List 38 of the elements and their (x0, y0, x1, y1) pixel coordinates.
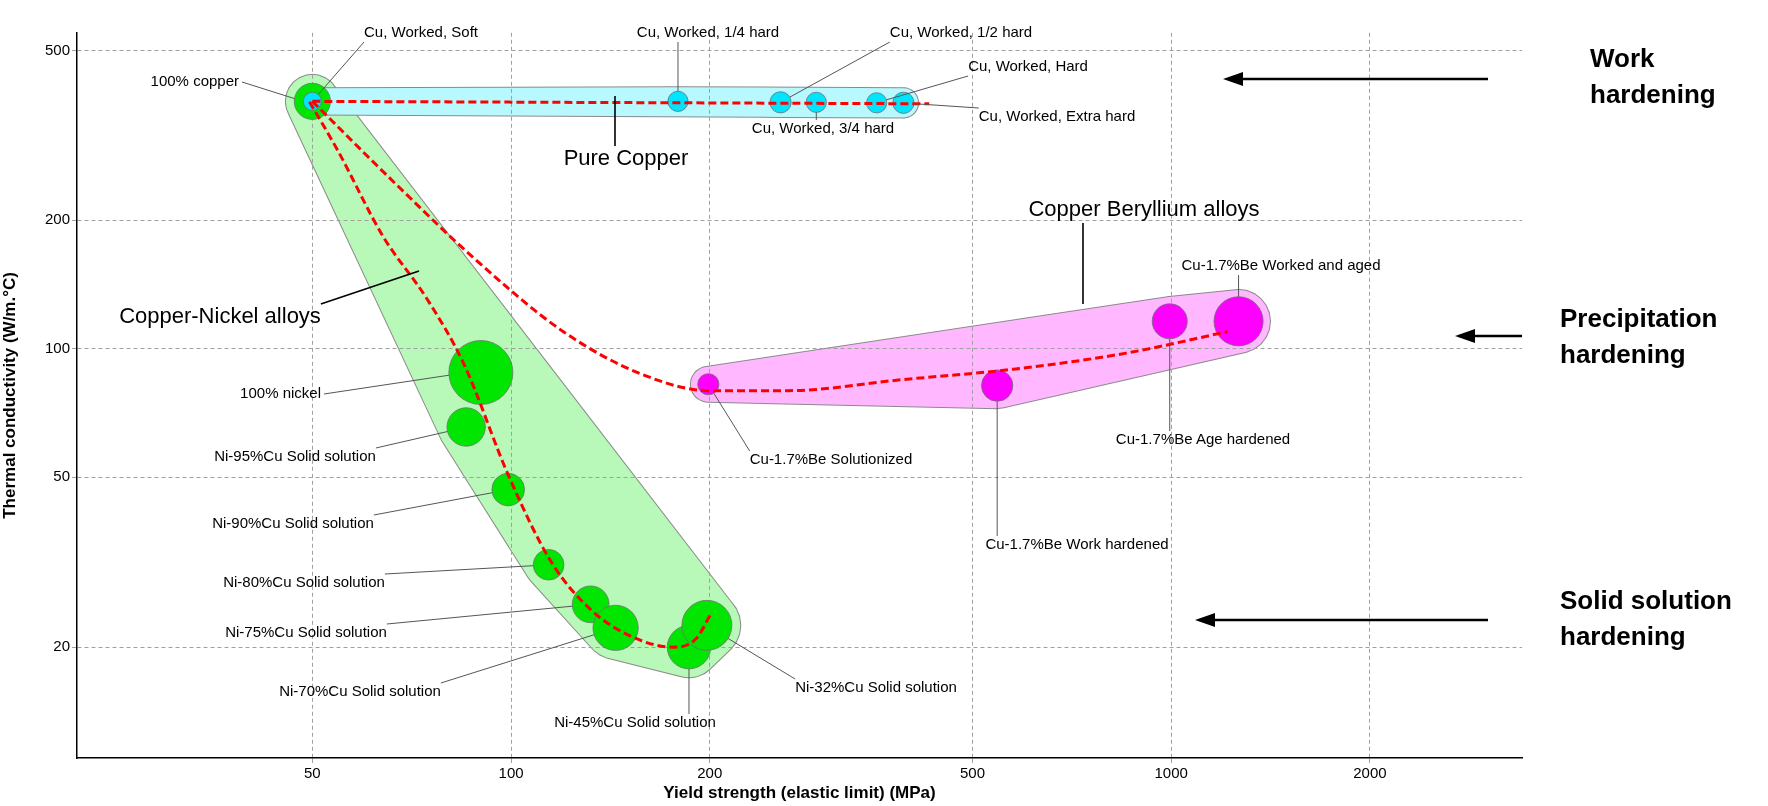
y-axis-title: Thermal conductivity (W/m.°C) (0, 272, 19, 519)
annotation: Pure Copper (563, 145, 689, 171)
text: 100% copper (150, 72, 239, 90)
x-tick-label: 200 (697, 764, 723, 782)
text: Cu, Worked, Extra hard (978, 107, 1136, 125)
text: Ni-45%Cu Solid solution (554, 713, 716, 731)
text: Cu-1.7%Be Worked and aged (1181, 256, 1381, 274)
x-axis-title: Yield strength (elastic limit) (MPa) (663, 783, 936, 803)
y-tick-label: 200 (44, 210, 70, 228)
text: Ni-70%Cu Solid solution (279, 682, 441, 700)
text: Ni-90%Cu Solid solution (212, 514, 374, 532)
text: Cu, Worked, 1/2 hard (889, 23, 1033, 41)
text: Work hardening (1590, 42, 1717, 111)
text: Precipitation hardening (1560, 302, 1719, 371)
text: Ni-95%Cu Solid solution (214, 447, 376, 465)
text: Cu, Worked, 1/4 hard (636, 23, 780, 41)
text: Cu-1.7%Be Solutionized (749, 450, 913, 468)
x-tick-label: 1000 (1154, 764, 1188, 782)
y-tick-label: 100 (44, 338, 70, 356)
y-tick-label: 500 (44, 40, 70, 58)
text: Cu, Worked, Soft (364, 23, 479, 41)
text: Ni-80%Cu Solid solution (223, 573, 385, 591)
y-tick-label: 50 (53, 467, 70, 485)
x-tick-label: 500 (959, 764, 985, 782)
text: Ni-75%Cu Solid solution (225, 623, 387, 641)
text: Solid solution hardening (1560, 584, 1733, 653)
text: Ni-32%Cu Solid solution (795, 678, 957, 696)
y-tick-label: 20 (53, 637, 70, 655)
x-tick-label: 2000 (1353, 764, 1387, 782)
series-label: Cu, Worked, 3/4 hard (751, 119, 895, 137)
x-tick-label: 50 (304, 764, 321, 782)
text: 100% nickel (240, 384, 321, 402)
x-tick-label: 100 (498, 764, 524, 782)
annotation: Copper-Nickel alloys (119, 303, 321, 329)
text: Cu-1.7%Be Age hardened (1115, 430, 1291, 448)
text: Cu-1.7%Be Work hardened (985, 535, 1169, 553)
annotation: Copper Beryllium alloys (1028, 196, 1260, 222)
text: Cu, Worked, Hard (968, 57, 1088, 75)
